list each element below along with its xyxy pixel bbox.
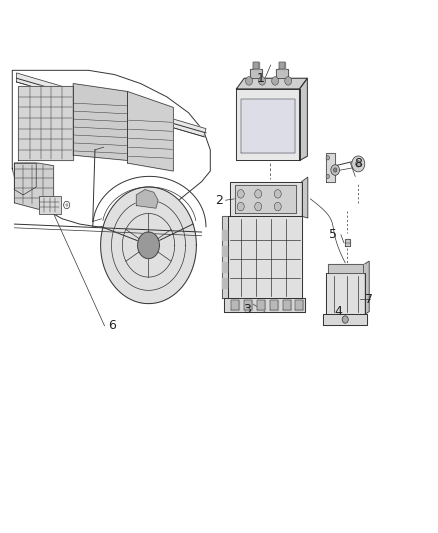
Polygon shape <box>224 298 305 312</box>
Polygon shape <box>230 182 302 216</box>
Polygon shape <box>241 100 295 152</box>
Text: 5: 5 <box>329 228 337 241</box>
Polygon shape <box>12 70 210 227</box>
Polygon shape <box>17 73 206 136</box>
Polygon shape <box>138 232 159 259</box>
Circle shape <box>246 77 253 85</box>
Circle shape <box>237 190 244 198</box>
Text: 6: 6 <box>109 319 117 333</box>
Polygon shape <box>253 62 259 69</box>
Polygon shape <box>302 177 308 218</box>
Circle shape <box>64 201 70 209</box>
Polygon shape <box>228 216 302 298</box>
Polygon shape <box>18 86 73 160</box>
Circle shape <box>272 77 279 85</box>
Polygon shape <box>244 300 252 310</box>
Polygon shape <box>237 89 300 160</box>
Circle shape <box>285 77 292 85</box>
Polygon shape <box>328 264 363 273</box>
Text: 7: 7 <box>365 293 373 306</box>
Polygon shape <box>295 300 303 310</box>
Polygon shape <box>365 261 369 314</box>
Text: 8: 8 <box>354 157 362 169</box>
Polygon shape <box>250 69 262 78</box>
Circle shape <box>356 161 361 167</box>
Circle shape <box>254 203 261 211</box>
FancyBboxPatch shape <box>39 196 60 214</box>
Circle shape <box>237 203 244 211</box>
Text: 2: 2 <box>215 193 223 207</box>
Circle shape <box>274 203 281 211</box>
Polygon shape <box>237 78 307 89</box>
Polygon shape <box>136 190 158 208</box>
Polygon shape <box>323 314 367 325</box>
Polygon shape <box>283 300 291 310</box>
Polygon shape <box>235 185 297 213</box>
Polygon shape <box>222 216 228 298</box>
Polygon shape <box>223 246 227 256</box>
Polygon shape <box>223 262 227 272</box>
Polygon shape <box>276 69 288 78</box>
Polygon shape <box>345 239 350 246</box>
Circle shape <box>352 156 365 172</box>
Polygon shape <box>14 163 36 195</box>
Polygon shape <box>325 152 335 182</box>
Text: 3: 3 <box>244 303 251 317</box>
Polygon shape <box>279 62 285 69</box>
Circle shape <box>258 77 265 85</box>
Circle shape <box>331 165 339 175</box>
Circle shape <box>274 190 281 198</box>
Circle shape <box>326 156 329 160</box>
Polygon shape <box>223 278 227 288</box>
Polygon shape <box>101 187 196 304</box>
Polygon shape <box>223 230 227 240</box>
Polygon shape <box>257 300 265 310</box>
Polygon shape <box>231 300 239 310</box>
Circle shape <box>333 168 337 172</box>
Polygon shape <box>300 78 307 160</box>
Text: 1: 1 <box>256 72 264 85</box>
Text: 4: 4 <box>335 305 343 318</box>
Circle shape <box>342 316 348 323</box>
Circle shape <box>254 190 261 198</box>
Polygon shape <box>270 300 278 310</box>
Polygon shape <box>73 84 127 160</box>
Polygon shape <box>127 92 173 171</box>
Circle shape <box>326 174 329 179</box>
Polygon shape <box>14 163 53 209</box>
Polygon shape <box>325 273 365 314</box>
